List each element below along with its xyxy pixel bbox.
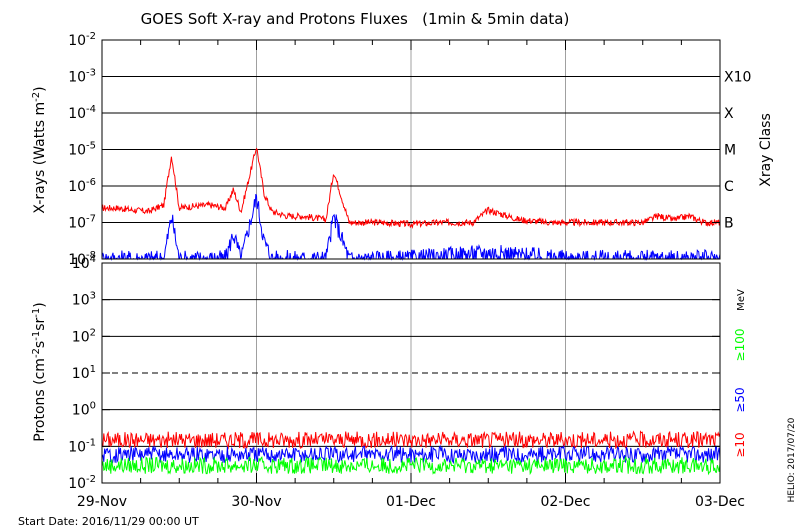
proton-y-tick-label: 102	[72, 327, 96, 345]
start-date: Start Date: 2016/11/29 00:00 UT	[18, 515, 199, 528]
xray-class-axis-label: Xray Class	[758, 113, 774, 187]
xray-class-label: X	[724, 106, 734, 122]
proton-legend-blue: ≥50	[733, 387, 747, 412]
proton-panel: 10-2 10-1 100 101 102 103 104 29-Nov 30-Nov 01-D…	[31, 40, 747, 510]
proton-y-tick-label: 103	[72, 291, 96, 309]
xray-y-tick-label: 10-8	[68, 250, 96, 268]
xray-y-tick-label: 10-7	[68, 214, 96, 232]
xray-y-tick-label: 10-2	[68, 31, 96, 49]
proton-gridlines	[102, 263, 720, 483]
proton-x-ticks: 29-Nov 30-Nov 01-Dec 02-Dec 03-Dec	[77, 40, 745, 510]
xray-y-ticks: 10-8 10-7 10-6 10-5 10-4 10-3 10-2	[68, 31, 720, 268]
xray-class-label: M	[724, 143, 736, 159]
proton-legend: ≥10 ≥50 ≥100	[733, 329, 747, 458]
xray-y-tick-label: 10-4	[68, 104, 96, 122]
proton-y-axis-label: Protons (cm-2s-1sr-1)	[31, 302, 48, 441]
x-tick-label: 29-Nov	[77, 494, 127, 510]
xray-panel: 10-8 10-7 10-6 10-5 10-4 10-3 10-2 B C M X X10 Xra…	[31, 31, 774, 268]
xray-class-label: X10	[724, 70, 751, 86]
proton-y-tick-label: 104	[72, 254, 96, 272]
x-tick-label: 03-Dec	[695, 494, 745, 510]
proton-series-line-blue	[101, 444, 721, 465]
proton-y-ticks: 10-2 10-1 100 101 102 103 104	[68, 254, 720, 492]
xray-y-tick-label: 10-3	[68, 68, 96, 86]
xray-class-labels: B C M X X10	[724, 70, 751, 232]
xray-y-axis-label-text: X-rays (Watts m	[32, 102, 48, 214]
proton-series-line-green	[101, 455, 721, 476]
credit-label: HELIO: 2017/07/20	[787, 417, 797, 502]
xray-y-tick-label: 10-5	[68, 141, 96, 159]
proton-y-tick-label: 10-1	[68, 437, 96, 455]
xray-class-label: B	[724, 216, 734, 232]
proton-y-tick-label: 101	[72, 364, 96, 382]
proton-legend-green: ≥100	[733, 329, 747, 362]
proton-legend-red: ≥10	[733, 432, 747, 457]
xray-series-line-red	[101, 147, 721, 230]
proton-unit-label: MeV	[736, 289, 747, 311]
x-tick-label: 01-Dec	[386, 494, 436, 510]
xray-y-axis-label: X-rays (Watts m-2)	[31, 86, 48, 213]
xray-y-tick-label: 10-6	[68, 177, 96, 195]
proton-series	[101, 430, 721, 476]
x-tick-label: 02-Dec	[541, 494, 591, 510]
proton-series-line-red	[101, 430, 721, 450]
chart-title: GOES Soft X-ray and Protons Fluxes (1min…	[141, 10, 570, 28]
proton-y-tick-label: 100	[72, 401, 96, 419]
x-tick-label: 30-Nov	[231, 494, 281, 510]
proton-y-tick-label: 10-2	[68, 474, 96, 492]
xray-class-label: C	[724, 179, 734, 195]
